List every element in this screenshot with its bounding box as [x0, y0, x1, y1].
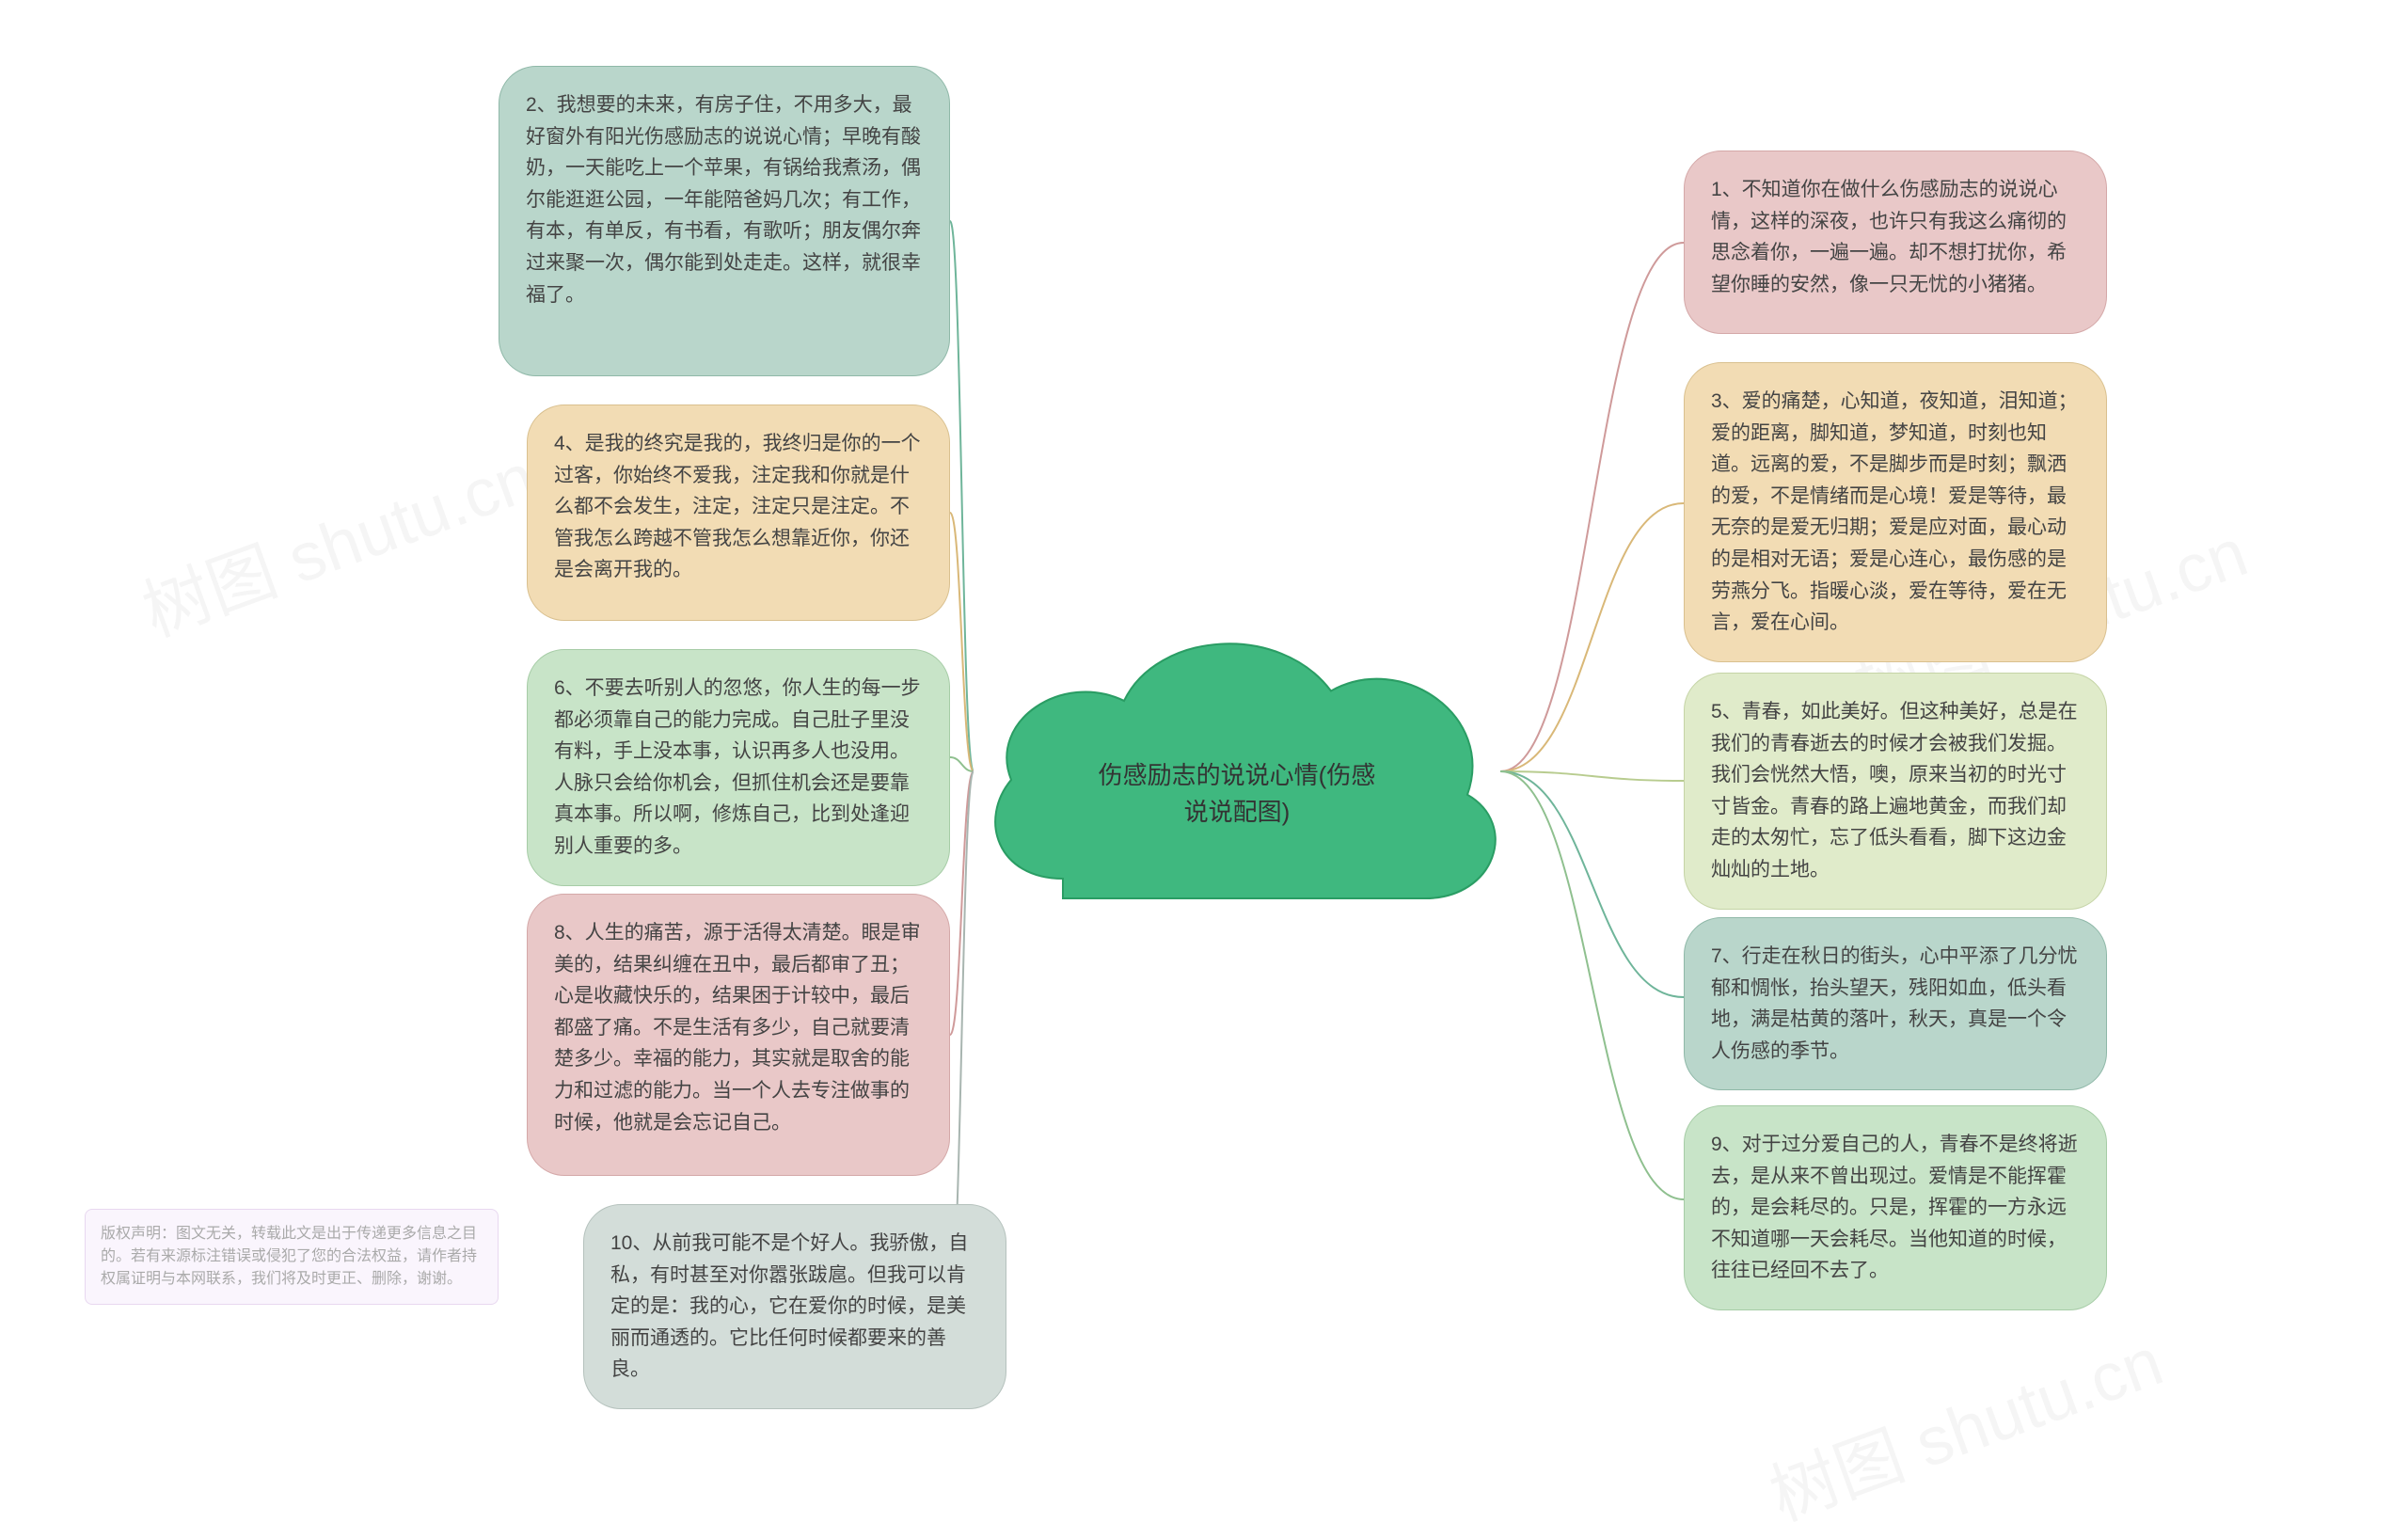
- left-node-1: 4、是我的终究是我的，我终归是你的一个过客，你始终不爱我，注定我和你就是什么都不…: [527, 405, 950, 621]
- central-title-line2: 说说配图): [959, 794, 1514, 831]
- right-node-3: 7、行走在秋日的街头，心中平添了几分忧郁和惆怅，抬头望天，残阳如血，低头看地，满…: [1684, 917, 2107, 1090]
- right-node-4: 9、对于过分爱自己的人，青春不是终将逝去，是从来不曾出现过。爱情是不能挥霍的，是…: [1684, 1105, 2107, 1310]
- right-node-1: 3、爱的痛楚，心知道，夜知道，泪知道；爱的距离，脚知道，梦知道，时刻也知道。远离…: [1684, 362, 2107, 662]
- central-node: 伤感励志的说说心情(伤感 说说配图): [959, 574, 1514, 931]
- right-node-0: 1、不知道你在做什么伤感励志的说说心情，这样的深夜，也许只有我这么痛彻的思念着你…: [1684, 151, 2107, 334]
- left-node-4: 10、从前我可能不是个好人。我骄傲，自私，有时甚至对你嚣张跋扈。但我可以肯定的是…: [583, 1204, 1006, 1409]
- copyright-notice: 版权声明：图文无关，转载此文是出于传递更多信息之目的。若有来源标注错误或侵犯了您…: [85, 1209, 499, 1305]
- left-node-3: 8、人生的痛苦，源于活得太清楚。眼是审美的，结果纠缠在丑中，最后都审了丑；心是收…: [527, 894, 950, 1176]
- right-node-2: 5、青春，如此美好。但这种美好，总是在我们的青春逝去的时候才会被我们发掘。我们会…: [1684, 673, 2107, 910]
- watermark-1: 树图 shutu.cn: [127, 422, 547, 656]
- left-node-2: 6、不要去听别人的忽悠，你人生的每一步都必须靠自己的能力完成。自己肚子里没有料，…: [527, 649, 950, 886]
- left-node-0: 2、我想要的未来，有房子住，不用多大，最好窗外有阳光伤感励志的说说心情；早晚有酸…: [499, 66, 950, 376]
- central-title-line1: 伤感励志的说说心情(伤感: [959, 757, 1514, 794]
- watermark-3: 树图 shutu.cn: [1754, 1307, 2174, 1539]
